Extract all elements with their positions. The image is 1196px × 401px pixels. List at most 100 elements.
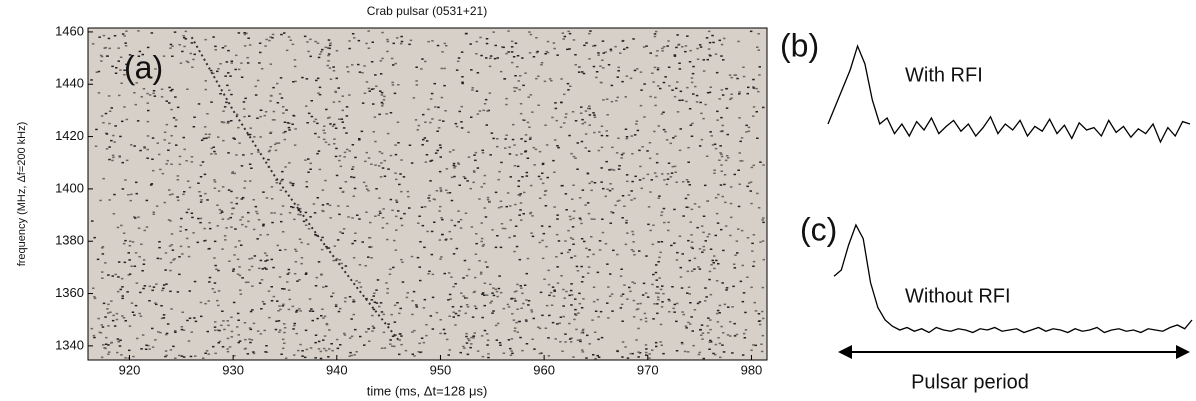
noise-dot [639,71,643,73]
noise-dot [225,61,229,63]
noise-dot [266,259,269,261]
x-tick-label: 940 [326,362,348,377]
noise-dot [127,252,130,254]
noise-dot [309,347,313,349]
noise-dot [653,33,657,35]
noise-dot [624,96,627,98]
noise-dot [229,75,232,77]
noise-dot [187,61,190,64]
noise-dot [108,122,111,125]
noise-dot [170,233,174,235]
noise-dot [642,177,645,180]
noise-dot [440,256,443,258]
noise-dot [367,189,370,192]
noise-dot [489,57,492,59]
noise-dot [529,211,533,214]
noise-dot [512,319,516,321]
noise-dot [529,136,532,139]
noise-dot [454,122,458,125]
noise-dot [165,333,168,336]
noise-dot [519,285,522,287]
noise-dot [121,161,124,164]
noise-dot [490,132,494,134]
noise-dot [340,118,344,120]
noise-dot [375,302,379,304]
noise-dot [372,308,376,311]
noise-dot [339,307,342,310]
noise-dot [527,304,530,306]
noise-dot [214,153,217,155]
noise-dot [264,260,267,262]
noise-dot [510,350,513,352]
noise-dot [472,337,475,339]
noise-dot [741,354,745,356]
noise-dot [367,256,370,258]
noise-dot [570,337,573,339]
noise-dot [326,203,329,205]
noise-dot [721,344,724,346]
noise-dot [753,301,756,304]
noise-dot [402,176,406,178]
noise-dot [176,175,180,177]
noise-dot [198,191,201,193]
noise-dot [291,123,294,125]
noise-dot [428,200,431,202]
noise-dot [733,267,737,269]
noise-dot [113,193,116,196]
noise-dot [494,288,497,291]
noise-dot [385,282,388,284]
noise-dot [532,317,535,320]
noise-dot [568,32,572,35]
noise-dot [717,193,720,196]
noise-dot [440,217,443,219]
noise-dot [686,86,689,89]
noise-dot [345,132,348,134]
noise-dot [154,68,157,70]
noise-dot [436,130,439,132]
noise-dot [431,118,434,120]
noise-dot [657,241,660,243]
noise-dot [237,126,240,129]
noise-dot [194,320,198,323]
noise-dot [389,154,393,157]
noise-dot [720,43,724,46]
noise-dot [600,146,604,149]
noise-dot [672,307,675,310]
noise-dot [584,110,588,112]
noise-dot [199,164,203,167]
noise-dot [476,350,480,352]
noise-dot [317,92,320,94]
noise-dot [378,197,381,199]
noise-dot [731,306,734,308]
noise-dot [470,336,473,339]
noise-dot [749,181,753,183]
noise-dot [236,326,239,328]
noise-dot [505,52,508,55]
noise-dot [240,62,243,64]
noise-dot [244,225,248,228]
noise-dot [567,229,570,232]
noise-dot [269,146,272,148]
noise-dot [708,91,712,94]
noise-dot [579,112,583,114]
noise-dot [214,45,217,48]
noise-dot [328,116,331,119]
noise-dot [287,36,291,38]
noise-dot [127,357,131,359]
noise-dot [521,57,524,59]
noise-dot [182,329,186,331]
noise-dot [212,72,215,75]
noise-dot [425,324,428,326]
noise-dot [697,266,700,268]
noise-dot [568,338,572,340]
noise-dot [416,256,420,259]
noise-dot [289,182,293,185]
noise-dot [230,60,234,62]
noise-dot [519,193,522,195]
noise-dot [559,341,562,343]
noise-dot [542,232,546,235]
noise-dot [499,246,503,249]
noise-dot [371,325,375,327]
noise-dot [264,351,267,353]
noise-dot [93,336,96,339]
